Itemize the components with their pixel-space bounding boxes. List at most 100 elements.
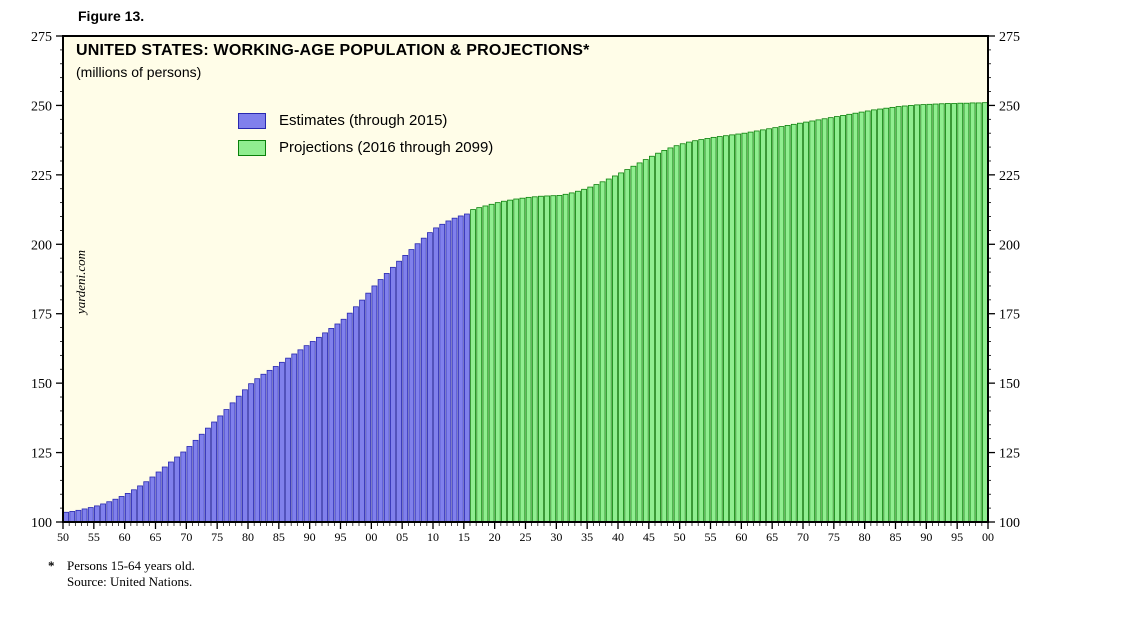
bar bbox=[969, 102, 976, 523]
chart-title: UNITED STATES: WORKING-AGE POPULATION & … bbox=[76, 42, 590, 59]
x-axis-label: 10 bbox=[427, 530, 439, 544]
bar bbox=[383, 273, 390, 523]
bar bbox=[124, 492, 131, 523]
bar bbox=[636, 162, 643, 523]
x-axis-label: 95 bbox=[951, 530, 963, 544]
footnote-source: Source: United Nations. bbox=[67, 574, 193, 589]
bar bbox=[174, 456, 180, 523]
bar bbox=[938, 103, 945, 523]
bar bbox=[655, 152, 661, 523]
x-axis-label: 70 bbox=[180, 530, 192, 544]
y-axis-label-left: 275 bbox=[31, 30, 52, 45]
bar bbox=[390, 266, 396, 523]
y-axis-label-right: 150 bbox=[999, 377, 1020, 392]
x-axis-label: 50 bbox=[674, 530, 686, 544]
watermark-yardeni: yardeni.com bbox=[73, 249, 88, 315]
bar bbox=[729, 134, 735, 523]
bar bbox=[667, 147, 674, 523]
bar bbox=[704, 138, 711, 523]
bar bbox=[414, 243, 421, 523]
bar bbox=[544, 195, 550, 523]
legend-item-projections: Projections (2016 through 2099) bbox=[238, 139, 493, 156]
bar bbox=[186, 446, 193, 523]
bar bbox=[889, 106, 896, 523]
bar bbox=[686, 141, 692, 523]
bar bbox=[365, 292, 372, 523]
bar bbox=[519, 197, 526, 523]
bar bbox=[118, 496, 125, 523]
x-axis-label: 50 bbox=[57, 530, 69, 544]
x-axis-label: 40 bbox=[612, 530, 624, 544]
bar bbox=[753, 130, 760, 523]
y-axis-label-left: 200 bbox=[31, 238, 52, 253]
y-axis-label-left: 100 bbox=[31, 516, 52, 531]
bar bbox=[760, 129, 766, 523]
bar bbox=[840, 115, 846, 523]
bar bbox=[679, 143, 686, 523]
bar bbox=[211, 421, 217, 523]
bar bbox=[507, 199, 513, 523]
y-axis-label-left: 225 bbox=[31, 169, 52, 184]
bar bbox=[618, 172, 624, 523]
bar bbox=[797, 122, 803, 523]
bar bbox=[846, 113, 853, 523]
bar bbox=[932, 103, 939, 523]
bar bbox=[741, 132, 748, 523]
bar bbox=[149, 476, 156, 523]
bar bbox=[852, 112, 859, 523]
x-axis-label: 35 bbox=[581, 530, 593, 544]
chart-subtitle: (millions of persons) bbox=[76, 64, 202, 80]
x-axis-label: 75 bbox=[828, 530, 840, 544]
bar bbox=[562, 193, 569, 523]
bar bbox=[470, 209, 476, 523]
bar bbox=[784, 125, 791, 523]
bar bbox=[871, 109, 877, 523]
x-axis-label: 70 bbox=[797, 530, 809, 544]
bar bbox=[353, 306, 359, 523]
bar bbox=[834, 116, 840, 523]
bar bbox=[131, 489, 137, 523]
bar bbox=[316, 336, 322, 523]
bar bbox=[723, 135, 729, 523]
footnote: * Persons 15-64 years old. Source: United… bbox=[48, 558, 195, 590]
bar bbox=[710, 136, 717, 523]
bar bbox=[420, 237, 427, 523]
legend-item-estimates: Estimates (through 2015) bbox=[238, 112, 493, 129]
bar bbox=[408, 249, 415, 523]
bar bbox=[75, 509, 82, 523]
bar bbox=[778, 126, 785, 523]
x-axis-label: 75 bbox=[211, 530, 223, 544]
bar bbox=[612, 175, 618, 523]
x-axis-label: 80 bbox=[859, 530, 871, 544]
bar bbox=[908, 105, 914, 523]
bar bbox=[525, 196, 532, 523]
bar bbox=[346, 312, 353, 523]
bar bbox=[457, 215, 464, 523]
bar bbox=[692, 140, 698, 523]
bar bbox=[531, 196, 538, 523]
bar bbox=[698, 139, 705, 523]
bar bbox=[550, 195, 557, 523]
bar bbox=[192, 439, 199, 523]
y-axis-label-left: 125 bbox=[31, 447, 52, 462]
bar bbox=[649, 155, 655, 523]
bar bbox=[858, 111, 865, 523]
bar bbox=[593, 184, 600, 523]
bar bbox=[371, 285, 378, 523]
bar bbox=[716, 136, 723, 523]
x-axis-label: 00 bbox=[365, 530, 377, 544]
bar bbox=[488, 203, 495, 523]
bar bbox=[87, 507, 94, 523]
x-axis-label: 55 bbox=[88, 530, 100, 544]
bar bbox=[205, 427, 211, 523]
bar bbox=[297, 349, 304, 523]
bar bbox=[920, 104, 927, 523]
bar bbox=[161, 466, 168, 523]
bar bbox=[248, 383, 254, 523]
x-axis-label: 55 bbox=[705, 530, 717, 544]
bar bbox=[877, 108, 883, 523]
bar bbox=[235, 395, 242, 523]
projections-swatch bbox=[238, 139, 266, 156]
bar bbox=[476, 207, 483, 523]
bar bbox=[223, 409, 230, 523]
